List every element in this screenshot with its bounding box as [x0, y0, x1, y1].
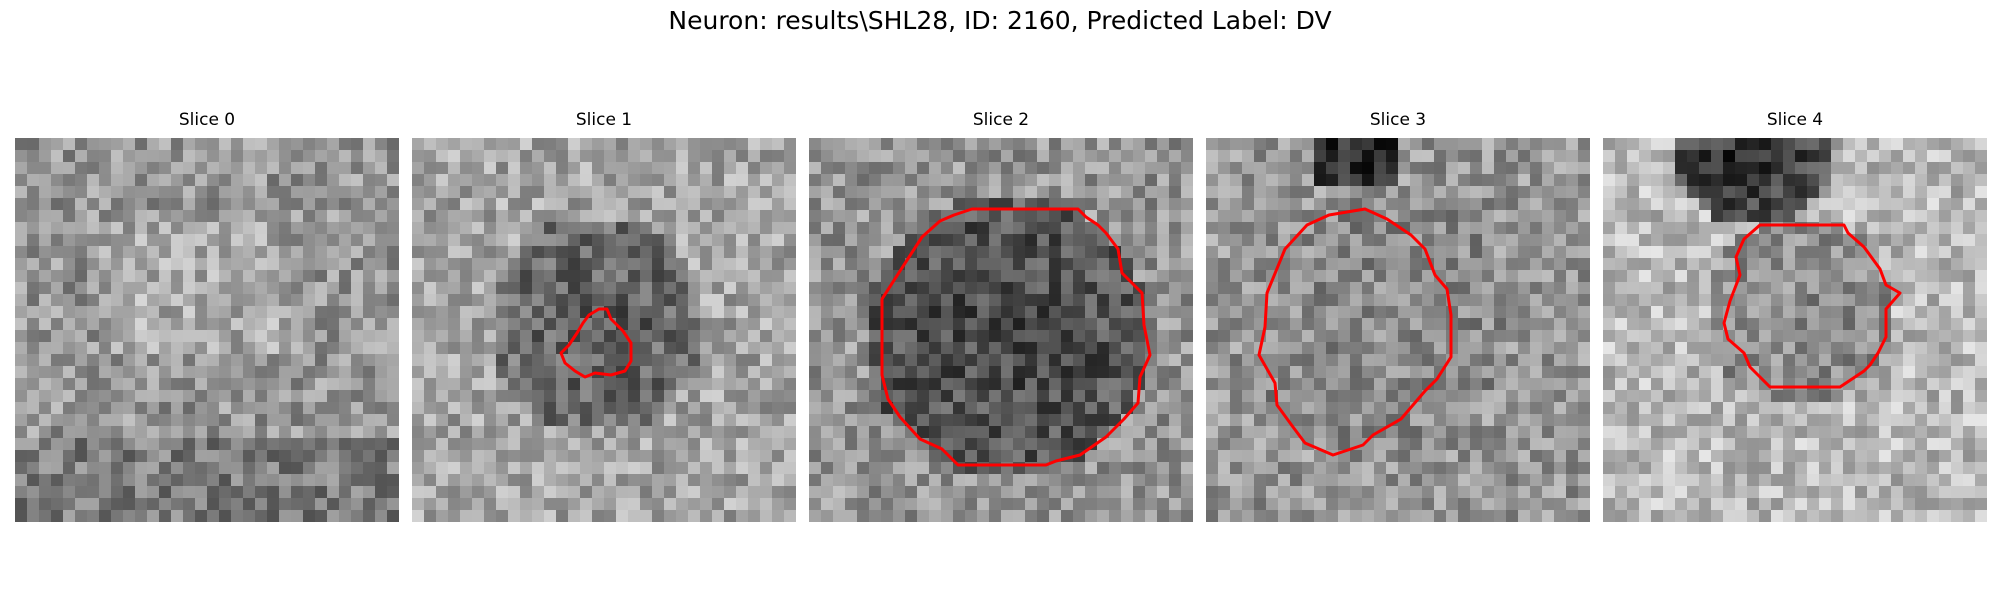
slice-image [1206, 138, 1590, 522]
slice-title: Slice 3 [1369, 110, 1427, 130]
slice-title: Slice 4 [1766, 110, 1824, 130]
segmentation-contour [1722, 223, 1902, 389]
slice-image [1603, 138, 1987, 522]
slice-title: Slice 2 [972, 110, 1030, 130]
slice-panel-0: Slice 0 [15, 108, 399, 522]
slice-title: Slice 1 [575, 110, 633, 130]
figure-title: Neuron: results\SHL28, ID: 2160, Predict… [668, 6, 1332, 35]
slice-title: Slice 0 [178, 110, 236, 130]
slice-panel-3: Slice 3 [1206, 108, 1590, 522]
slice-image [809, 138, 1193, 522]
slice-panel-2: Slice 2 [809, 108, 1193, 522]
slice-image [412, 138, 796, 522]
slice-panel-4: Slice 4 [1603, 108, 1987, 522]
segmentation-contour [880, 207, 1152, 467]
segmentation-contour [559, 307, 633, 379]
segmentation-contour [1257, 207, 1453, 457]
slice-panel-1: Slice 1 [412, 108, 796, 522]
slice-image [15, 138, 399, 522]
